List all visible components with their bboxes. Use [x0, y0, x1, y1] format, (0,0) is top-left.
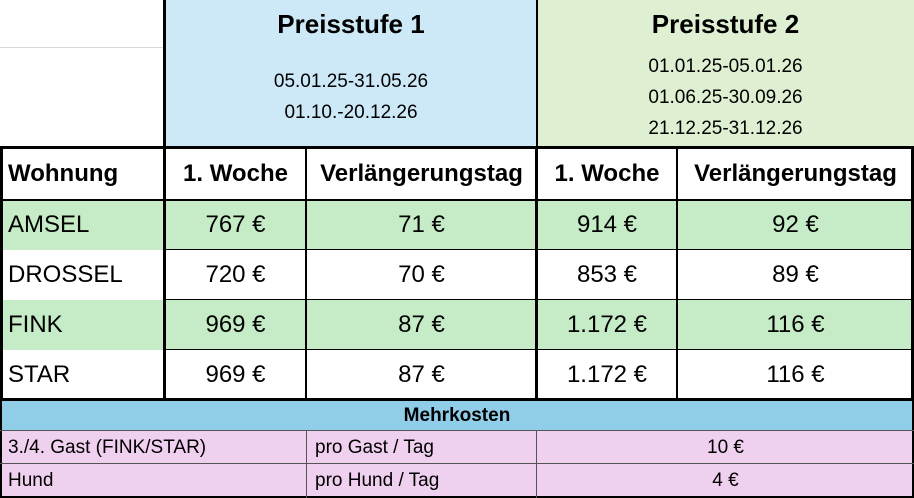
mehrkosten-unit: pro Hund / Tag — [307, 464, 537, 498]
preisstufe-1-title: Preisstufe 1 — [165, 0, 537, 48]
header-p2-tag: Verlängerungstag — [694, 160, 897, 187]
mehrkosten-label: Hund — [0, 464, 307, 498]
border — [0, 496, 914, 498]
mehrkosten-unit: pro Gast / Tag — [307, 431, 537, 464]
row-value: 87 € — [398, 361, 445, 388]
border — [0, 146, 914, 149]
border — [163, 148, 166, 400]
header-wohnung: Wohnung — [8, 160, 119, 187]
border — [0, 400, 2, 498]
border — [0, 148, 3, 400]
row-name-fink: FINK — [0, 300, 165, 350]
row-value: 87 € — [306, 300, 537, 350]
row-name-star: STAR — [8, 361, 71, 388]
border — [0, 398, 914, 401]
border — [0, 199, 914, 201]
row-name-amsel: AMSEL — [0, 200, 165, 250]
header-p1-woche: 1. Woche — [183, 160, 288, 187]
row-value: 969 € — [205, 361, 266, 388]
mehrkosten-label: 3./4. Gast (FINK/STAR) — [0, 431, 307, 464]
row-value: 853 € — [576, 261, 638, 288]
row-value: 70 € — [398, 261, 445, 288]
grid-line — [0, 47, 164, 48]
date-range: 01.10.-20.12.26 — [284, 102, 418, 123]
preisstufe-2-dates: 01.01.25-05.01.26 01.06.25-30.09.26 21.1… — [537, 48, 914, 146]
border — [305, 148, 307, 400]
border — [536, 0, 538, 148]
row-value: 969 € — [165, 300, 306, 350]
date-range: 21.12.25-31.12.26 — [648, 117, 803, 139]
border — [912, 400, 914, 498]
date-range: 01.01.25-05.01.26 — [648, 55, 803, 77]
row-value: 914 € — [537, 200, 677, 250]
mehrkosten-title: Mehrkosten — [0, 401, 914, 431]
preisstufe-2-title: Preisstufe 2 — [537, 0, 914, 48]
row-value: 116 € — [766, 361, 825, 388]
border — [306, 431, 307, 498]
preisstufe-1-dates: 05.01.25-31.05.26 01.10.-20.12.26 — [165, 48, 537, 146]
border — [0, 430, 914, 431]
row-name-drossel: DROSSEL — [8, 261, 123, 288]
header-p1-tag: Verlängerungstag — [320, 160, 523, 187]
row-value: 71 € — [306, 200, 537, 250]
row-value: 1.172 € — [537, 300, 677, 350]
mehrkosten-price: 10 € — [537, 431, 914, 464]
row-value: 1.172 € — [566, 361, 648, 388]
row-value: 92 € — [677, 200, 914, 250]
border — [536, 431, 537, 498]
row-value: 89 € — [772, 261, 819, 288]
border — [0, 463, 914, 464]
border — [164, 299, 914, 300]
border — [911, 148, 914, 400]
border — [163, 0, 166, 148]
border — [676, 148, 678, 400]
row-value: 720 € — [205, 261, 266, 288]
border — [164, 349, 914, 350]
row-value: 116 € — [677, 300, 914, 350]
row-value: 767 € — [165, 200, 306, 250]
date-range: 01.06.25-30.09.26 — [648, 86, 803, 108]
border — [535, 148, 538, 400]
header-p2-woche: 1. Woche — [554, 160, 660, 187]
border — [164, 249, 914, 250]
mehrkosten-price: 4 € — [537, 464, 914, 498]
date-range: 05.01.25-31.05.26 — [273, 71, 429, 92]
